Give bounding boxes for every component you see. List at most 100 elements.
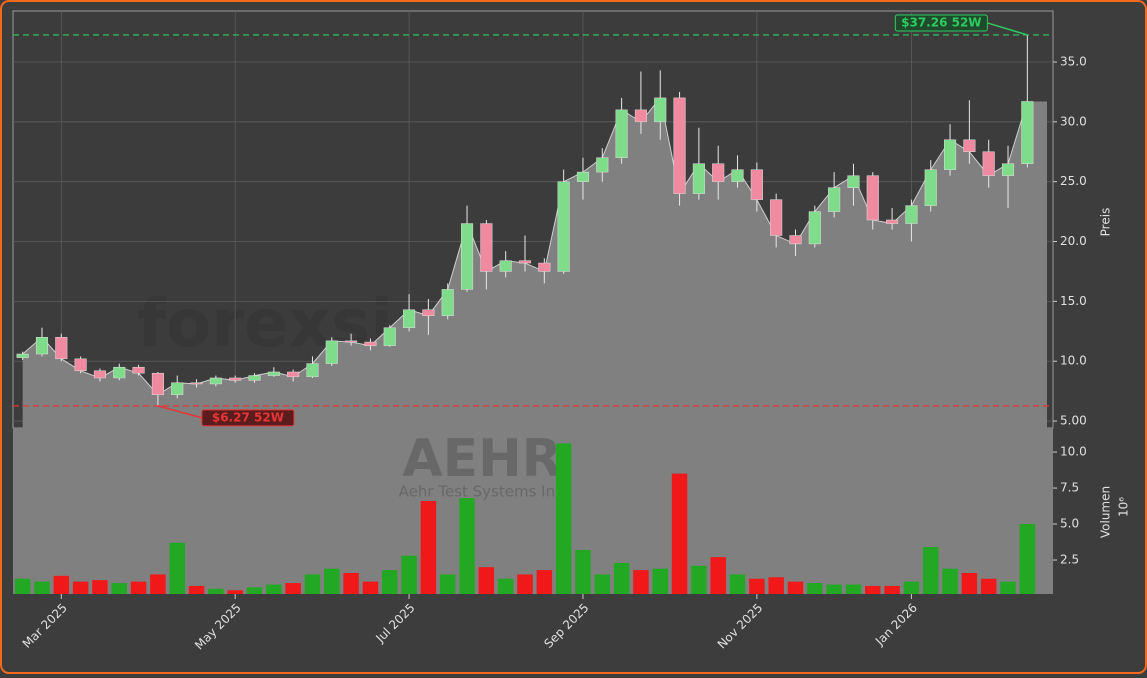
volume-bar (34, 581, 50, 594)
candle-body (248, 375, 261, 381)
company-watermark: Aehr Test Systems Inc (399, 483, 564, 501)
volume-bar (362, 581, 379, 594)
candle-body (267, 371, 280, 376)
volume-bar (208, 588, 224, 594)
candle-body (499, 260, 512, 272)
candle-body (615, 109, 628, 158)
volume-bar (14, 578, 31, 594)
annotation-box (894, 14, 988, 32)
volume-bar (749, 578, 765, 594)
volume-bar (324, 568, 340, 594)
y-tick-label: 35.0 (1060, 54, 1087, 68)
volume-bar (246, 587, 263, 594)
volume-bar (382, 570, 398, 594)
candle-body (209, 377, 222, 385)
volume-bar (130, 581, 147, 594)
volume-bar (729, 574, 746, 594)
candle-body (982, 151, 995, 176)
candle-body (596, 157, 609, 173)
volume-bar (961, 572, 978, 594)
volume-bar (304, 574, 321, 594)
volume-bar (478, 567, 495, 594)
volume-bar (923, 547, 939, 594)
candle-body (171, 382, 184, 395)
volume-bar (787, 581, 804, 594)
volume-panel (13, 428, 1053, 594)
candle-body (654, 97, 667, 123)
volume-bar (691, 565, 707, 594)
y-tick-label: 5.00 (1060, 414, 1087, 428)
volume-bar (807, 583, 823, 594)
candle-body (383, 327, 396, 346)
volume-bar (92, 580, 108, 594)
volume-bar (343, 572, 359, 594)
volume-bar (517, 574, 533, 594)
candle-body (673, 97, 686, 194)
candle-body (93, 370, 106, 379)
volume-bar (980, 578, 997, 594)
volume-bar (671, 473, 688, 594)
candle-body (808, 211, 821, 245)
candle-body (74, 358, 87, 372)
candle-body (886, 219, 899, 224)
candle-body (403, 309, 416, 328)
candle-body (576, 171, 590, 182)
volume-bar (884, 585, 900, 594)
candle-body (789, 235, 802, 245)
candle-body (712, 163, 725, 182)
annotation-arrow (987, 22, 1028, 36)
volume-bar (53, 575, 70, 594)
candle-body (132, 366, 145, 374)
volume-bar (865, 585, 881, 594)
symbol-watermark: AEHR (402, 429, 561, 489)
y-tick-label: 10.0 (1060, 354, 1087, 368)
volume-bar (169, 542, 185, 594)
annotation-arrow (157, 405, 203, 419)
candle-body (1001, 163, 1015, 176)
volume-bar (575, 549, 591, 594)
candle-body (828, 187, 841, 212)
volume-bar (613, 562, 630, 594)
volume-bar (826, 584, 842, 594)
y2-tick-label: 7.5 (1060, 481, 1079, 495)
candle-body (55, 337, 68, 360)
volume-bar (497, 578, 514, 594)
volume-bar (555, 443, 572, 594)
volume-bar (227, 590, 243, 594)
candle-body (441, 289, 454, 316)
candle-body (866, 175, 879, 221)
candle-body (345, 340, 358, 343)
volume-bar (111, 583, 127, 594)
candle-body (731, 169, 744, 182)
volume-bar (903, 581, 920, 594)
candle-body (364, 341, 377, 346)
y-tick-label: 20.0 (1060, 234, 1087, 248)
y-axis-label: Preis (1099, 208, 1113, 237)
volume-bar (1019, 524, 1036, 594)
volume-bar (439, 574, 456, 594)
volume-bar (652, 568, 668, 594)
y-tick-label: 25.0 (1060, 174, 1087, 188)
volume-bar (594, 574, 611, 594)
candle-body (1021, 101, 1034, 164)
volume-bar (1000, 581, 1016, 594)
candle-body (35, 337, 49, 355)
candle-body (113, 366, 126, 379)
candle-body (460, 223, 474, 290)
candle-body (924, 169, 937, 206)
y2-offset: 10⁶ (1117, 497, 1131, 517)
candle-body (287, 371, 300, 378)
candle-body (557, 181, 570, 272)
candle-body (151, 372, 164, 395)
y2-tick-label: 10.0 (1060, 445, 1087, 459)
candle-body (190, 382, 203, 385)
candle-body (16, 353, 29, 358)
candle-body (905, 205, 918, 224)
candle-body (692, 163, 705, 194)
y2-tick-label: 2.5 (1060, 553, 1079, 567)
candle-body (325, 340, 338, 364)
candle-body (944, 139, 957, 170)
volume-bar (401, 555, 417, 594)
candle-body (306, 363, 319, 378)
